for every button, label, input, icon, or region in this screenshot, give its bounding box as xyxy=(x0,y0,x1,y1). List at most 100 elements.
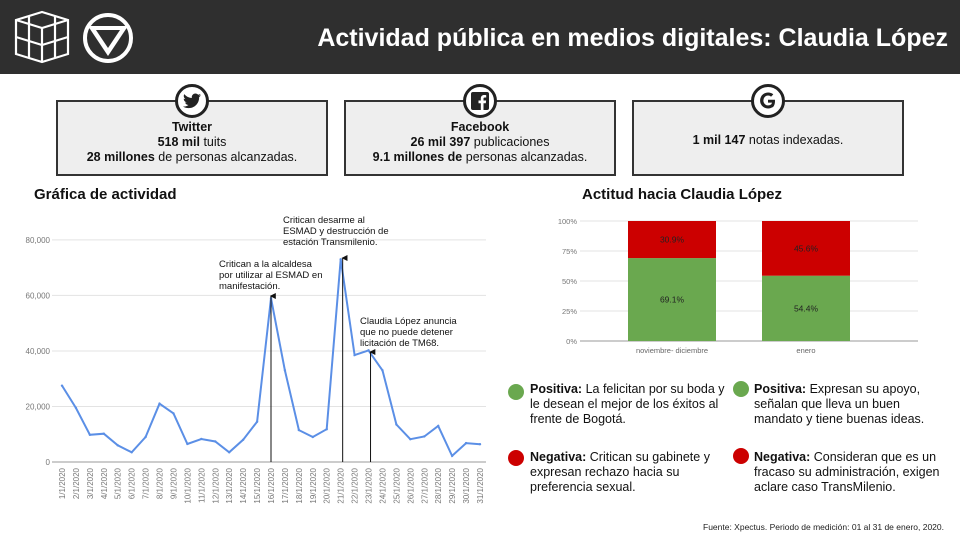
x-tick-label: 7/1/2020 xyxy=(142,467,151,499)
negative-dot-ene xyxy=(733,448,749,464)
data-point xyxy=(74,406,78,410)
x-tick-label: 17/1/2020 xyxy=(281,467,290,503)
x-tick-label: 6/1/2020 xyxy=(128,467,137,499)
x-tick-label: 4/1/2020 xyxy=(100,467,109,499)
negative-bar-segment xyxy=(762,221,850,276)
x-tick-label: 31/1/2020 xyxy=(476,467,485,503)
positive-data-label: 69.1% xyxy=(660,295,685,305)
x-tick-label: 28/1/2020 xyxy=(434,467,443,503)
x-tick-label: 27/1/2020 xyxy=(420,467,429,503)
data-point xyxy=(88,433,92,436)
y-tick-label: 20,000 xyxy=(26,402,51,411)
google-line1: 1 mil 147 notas indexadas. xyxy=(692,133,844,147)
data-point xyxy=(228,451,231,454)
data-point xyxy=(325,428,328,431)
annotation-esmad-manifestacion: Critican a la alcaldesa por utilizar al … xyxy=(219,259,323,292)
x-tick-label: 25/1/2020 xyxy=(392,467,401,503)
bar-y-tick-label: 75% xyxy=(562,247,577,256)
positive-dot-nov xyxy=(508,384,524,400)
facebook-icon xyxy=(463,84,497,118)
bar-y-tick-label: 0% xyxy=(566,337,577,346)
data-point xyxy=(283,369,287,372)
data-point xyxy=(353,353,356,357)
x-tick-label: 21/1/2020 xyxy=(337,467,346,503)
data-point xyxy=(130,451,133,454)
data-point xyxy=(255,420,259,423)
bar-category-label: noviembre- diciembre xyxy=(636,346,708,355)
attitude-chart-title: Actitud hacia Claudia López xyxy=(582,186,783,203)
x-tick-label: 1/1/2020 xyxy=(58,467,67,499)
twitter-icon xyxy=(175,84,209,118)
data-point xyxy=(339,258,342,261)
x-tick-label: 2/1/2020 xyxy=(72,467,81,499)
header-bar: Actividad pública en medios digitales: C… xyxy=(0,0,960,74)
google-card: 1 mil 147 notas indexadas. xyxy=(632,84,904,176)
annotation-licitacion-tm68: Claudia López anuncia que no puede deten… xyxy=(360,316,457,349)
data-point xyxy=(423,435,426,438)
x-tick-label: 30/1/2020 xyxy=(462,467,471,503)
negative-bar-segment xyxy=(628,221,716,259)
data-point xyxy=(297,428,301,432)
facebook-title: Facebook xyxy=(450,120,510,134)
data-point xyxy=(478,443,482,446)
data-point xyxy=(144,435,147,439)
x-tick-label: 13/1/2020 xyxy=(225,467,234,503)
twitter-card: Twitter 518 mil tuits 28 millones de per… xyxy=(56,84,328,176)
x-tick-label: 12/1/2020 xyxy=(211,467,220,503)
x-tick-label: 15/1/2020 xyxy=(253,467,262,503)
x-tick-label: 3/1/2020 xyxy=(86,467,95,499)
data-point xyxy=(200,437,203,441)
attitude-negative-nov: Negativa: Critican su gabinete y expresa… xyxy=(530,450,710,494)
data-point xyxy=(172,412,175,415)
x-tick-label: 11/1/2020 xyxy=(197,467,206,503)
data-point xyxy=(158,402,161,405)
data-point xyxy=(367,349,370,352)
data-point xyxy=(241,438,245,441)
twitter-line2: 28 millones de personas alcanzadas. xyxy=(86,150,298,164)
x-tick-label: 26/1/2020 xyxy=(406,467,415,503)
google-icon xyxy=(751,84,785,118)
source-note: Fuente: Xpectus. Periodo de medición: 01… xyxy=(703,522,944,532)
x-tick-label: 22/1/2020 xyxy=(351,467,360,503)
positive-bar-segment xyxy=(628,258,716,341)
negative-dot-nov xyxy=(508,450,524,466)
x-tick-label: 9/1/2020 xyxy=(169,467,178,499)
brand-logo-icon xyxy=(83,13,133,63)
data-point xyxy=(395,423,398,426)
bar-y-tick-label: 50% xyxy=(562,277,577,286)
twitter-line1: 518 mil tuits xyxy=(157,135,227,149)
x-tick-label: 8/1/2020 xyxy=(156,467,165,499)
attitude-negative-ene: Negativa: Consideran que es un fracaso s… xyxy=(754,450,940,494)
data-point xyxy=(214,440,217,443)
data-point xyxy=(116,444,119,447)
x-tick-label: 18/1/2020 xyxy=(295,467,304,503)
x-tick-label: 14/1/2020 xyxy=(239,467,248,503)
negative-data-label: 45.6% xyxy=(794,243,819,253)
x-tick-label: 24/1/2020 xyxy=(378,467,387,503)
data-point xyxy=(311,435,314,439)
facebook-line1: 26 mil 397 publicaciones xyxy=(410,135,550,149)
page-title: Actividad pública en medios digitales: C… xyxy=(317,24,948,52)
attitude-positive-nov: Positiva: La felicitan por su boda y le … xyxy=(530,382,725,426)
x-tick-label: 10/1/2020 xyxy=(183,467,192,503)
activity-line-chart: 0 20,000 40,000 60,000 80,000 1/1/2020 2/1/202… xyxy=(26,236,486,504)
facebook-card: Facebook 26 mil 397 publicaciones 9.1 mi… xyxy=(344,84,616,176)
data-point xyxy=(450,454,454,458)
data-point xyxy=(60,384,64,387)
negative-data-label: 30.9% xyxy=(660,235,685,245)
x-tick-label: 23/1/2020 xyxy=(365,467,374,503)
attitude-bar-chart: 0% 25% 50% 75% 100% 69.1% 30.9% noviembre- dici… xyxy=(558,217,918,355)
x-tick-label: 29/1/2020 xyxy=(448,467,457,503)
activity-chart-title: Gráfica de actividad xyxy=(34,186,177,203)
data-point xyxy=(409,438,412,441)
x-tick-label: 5/1/2020 xyxy=(114,467,123,499)
annotation-desarme-esmad: Critican desarme al ESMAD y destrucción … xyxy=(283,215,389,248)
bar-category-label: enero xyxy=(796,346,815,355)
data-point xyxy=(102,432,106,435)
bar-y-tick-label: 25% xyxy=(562,307,577,316)
positive-data-label: 54.4% xyxy=(794,303,819,313)
facebook-line2: 9.1 millones de personas alcanzadas. xyxy=(372,150,588,164)
data-point xyxy=(437,424,440,428)
bar-y-tick-label: 100% xyxy=(558,217,578,226)
